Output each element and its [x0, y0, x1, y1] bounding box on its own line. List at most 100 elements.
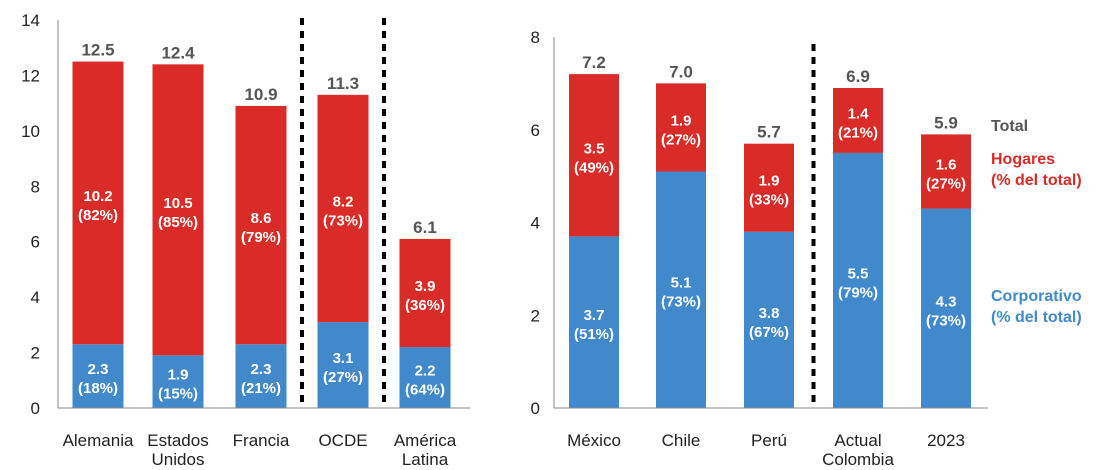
right-share-hogares-4: (27%) [926, 175, 966, 192]
right-bar-hogares-4 [921, 134, 971, 209]
legend: Total Hogares (% del total) Corporativo … [991, 118, 1082, 326]
left-category-4-line-0: América [394, 431, 457, 450]
left-total-3: 11.3 [327, 74, 359, 93]
right-total-2: 5.7 [757, 123, 781, 142]
left-category-3-line-0: OCDE [318, 431, 367, 450]
right-bar-corporativo-0 [569, 236, 619, 408]
right-category-3-line-1: Colombia [822, 450, 894, 469]
right-share-hogares-2: (33%) [749, 192, 789, 209]
right-bar-hogares-3 [833, 88, 883, 153]
right-label-hogares-1: 1.9 [671, 112, 692, 129]
left-bar-corporativo-2 [235, 344, 287, 408]
legend-hogares-share: (% del total) [991, 172, 1082, 189]
left-y-tick-5: 10 [21, 122, 40, 141]
left-category-1-line-1: Unidos [152, 450, 205, 469]
right-total-3: 6.9 [846, 67, 870, 86]
right-category-2-line-0: Perú [751, 431, 787, 450]
right-total-4: 5.9 [934, 113, 958, 132]
left-y-tick-1: 2 [31, 344, 40, 363]
left-category-4-line-1: Latina [402, 450, 449, 469]
left-total-0: 12.5 [81, 41, 114, 60]
right-share-corporativo-4: (73%) [926, 312, 966, 329]
right-total-0: 7.2 [582, 53, 606, 72]
left-bar-corporativo-4 [399, 347, 451, 408]
legend-corporativo-share: (% del total) [991, 309, 1082, 326]
legend-total: Total [991, 118, 1028, 135]
legend-corporativo: Corporativo [991, 288, 1082, 305]
left-y-tick-6: 12 [21, 66, 40, 85]
left-label-hogares-2: 8.6 [251, 210, 272, 227]
left-category-0-line-0: Alemania [63, 431, 134, 450]
right-y-tick-2: 4 [531, 214, 540, 233]
right-category-0-line-0: México [567, 431, 621, 450]
left-bar-hogares-2 [235, 105, 287, 345]
left-bar-corporativo-1 [152, 355, 204, 408]
right-label-corporativo-3: 5.5 [848, 265, 869, 282]
left-y-tick-3: 6 [31, 233, 40, 252]
right-share-hogares-1: (27%) [661, 131, 701, 148]
right-label-corporativo-4: 4.3 [936, 293, 957, 310]
right-label-corporativo-1: 5.1 [671, 275, 692, 292]
left-label-hogares-1: 10.5 [163, 195, 192, 212]
left-bar-hogares-0 [72, 61, 124, 345]
right-y-tick-4: 8 [531, 28, 540, 47]
right-share-hogares-0: (49%) [574, 159, 614, 176]
right-category-1-line-0: Chile [662, 431, 701, 450]
left-bar-corporativo-3 [317, 322, 369, 408]
right-share-corporativo-1: (73%) [661, 294, 701, 311]
left-y-tick-2: 4 [31, 288, 40, 307]
right-label-corporativo-2: 3.8 [759, 305, 780, 322]
left-bar-hogares-4 [399, 238, 451, 348]
chart-panel-right: 0 2 4 6 8 3.7 (51%) 3.5 (49%) 7.2 México 5.1 (73%) 1.… [531, 28, 988, 469]
right-bar-hogares-0 [569, 74, 619, 237]
left-label-corporativo-1: 1.9 [168, 367, 189, 384]
left-share-corporativo-0: (18%) [78, 380, 118, 397]
left-share-hogares-2: (79%) [241, 229, 281, 246]
right-bar-corporativo-4 [921, 208, 971, 408]
left-y-tick-7: 14 [21, 11, 40, 30]
right-bar-corporativo-2 [744, 231, 794, 408]
right-total-1: 7.0 [669, 62, 693, 81]
right-category-4-line-0: 2023 [927, 431, 965, 450]
chart-panel-left: 0 2 4 6 8 10 12 14 2.3 (18%) 10.2 (82%) 12.5 Alemania… [21, 11, 470, 469]
right-label-hogares-0: 3.5 [584, 140, 605, 157]
left-total-2: 10.9 [244, 85, 277, 104]
left-share-corporativo-2: (21%) [241, 380, 281, 397]
right-share-corporativo-0: (51%) [574, 326, 614, 343]
left-category-2-line-0: Francia [233, 431, 290, 450]
right-label-hogares-2: 1.9 [759, 173, 780, 190]
left-label-corporativo-4: 2.2 [415, 363, 436, 380]
left-label-hogares-0: 10.2 [83, 188, 112, 205]
right-bar-hogares-2 [744, 143, 794, 232]
right-label-hogares-3: 1.4 [848, 105, 870, 122]
left-label-corporativo-2: 2.3 [251, 361, 272, 378]
left-label-hogares-3: 8.2 [333, 193, 354, 210]
left-bar-hogares-3 [317, 94, 369, 323]
right-label-hogares-4: 1.6 [936, 156, 957, 173]
left-share-hogares-3: (73%) [323, 212, 363, 229]
left-y-tick-0: 0 [31, 399, 40, 418]
left-share-corporativo-4: (64%) [405, 382, 445, 399]
right-share-corporativo-2: (67%) [749, 324, 789, 341]
left-y-tick-4: 8 [31, 177, 40, 196]
left-label-hogares-4: 3.9 [415, 278, 436, 295]
left-label-corporativo-3: 3.1 [333, 350, 354, 367]
left-category-1-line-0: Estados [147, 431, 208, 450]
right-bar-corporativo-3 [833, 152, 883, 408]
left-share-corporativo-3: (27%) [323, 369, 363, 386]
left-share-hogares-1: (85%) [158, 214, 198, 231]
left-total-4: 6.1 [413, 218, 437, 237]
left-total-1: 12.4 [161, 43, 195, 62]
left-share-corporativo-1: (15%) [158, 386, 198, 403]
right-y-tick-0: 0 [531, 399, 540, 418]
left-share-hogares-4: (36%) [405, 297, 445, 314]
left-label-corporativo-0: 2.3 [88, 361, 109, 378]
right-share-hogares-3: (21%) [838, 124, 878, 141]
left-share-hogares-0: (82%) [78, 207, 118, 224]
right-y-tick-1: 2 [531, 306, 540, 325]
legend-hogares: Hogares [991, 151, 1055, 168]
right-share-corporativo-3: (79%) [838, 284, 878, 301]
right-bar-corporativo-1 [656, 171, 706, 408]
left-bar-hogares-1 [152, 64, 204, 356]
